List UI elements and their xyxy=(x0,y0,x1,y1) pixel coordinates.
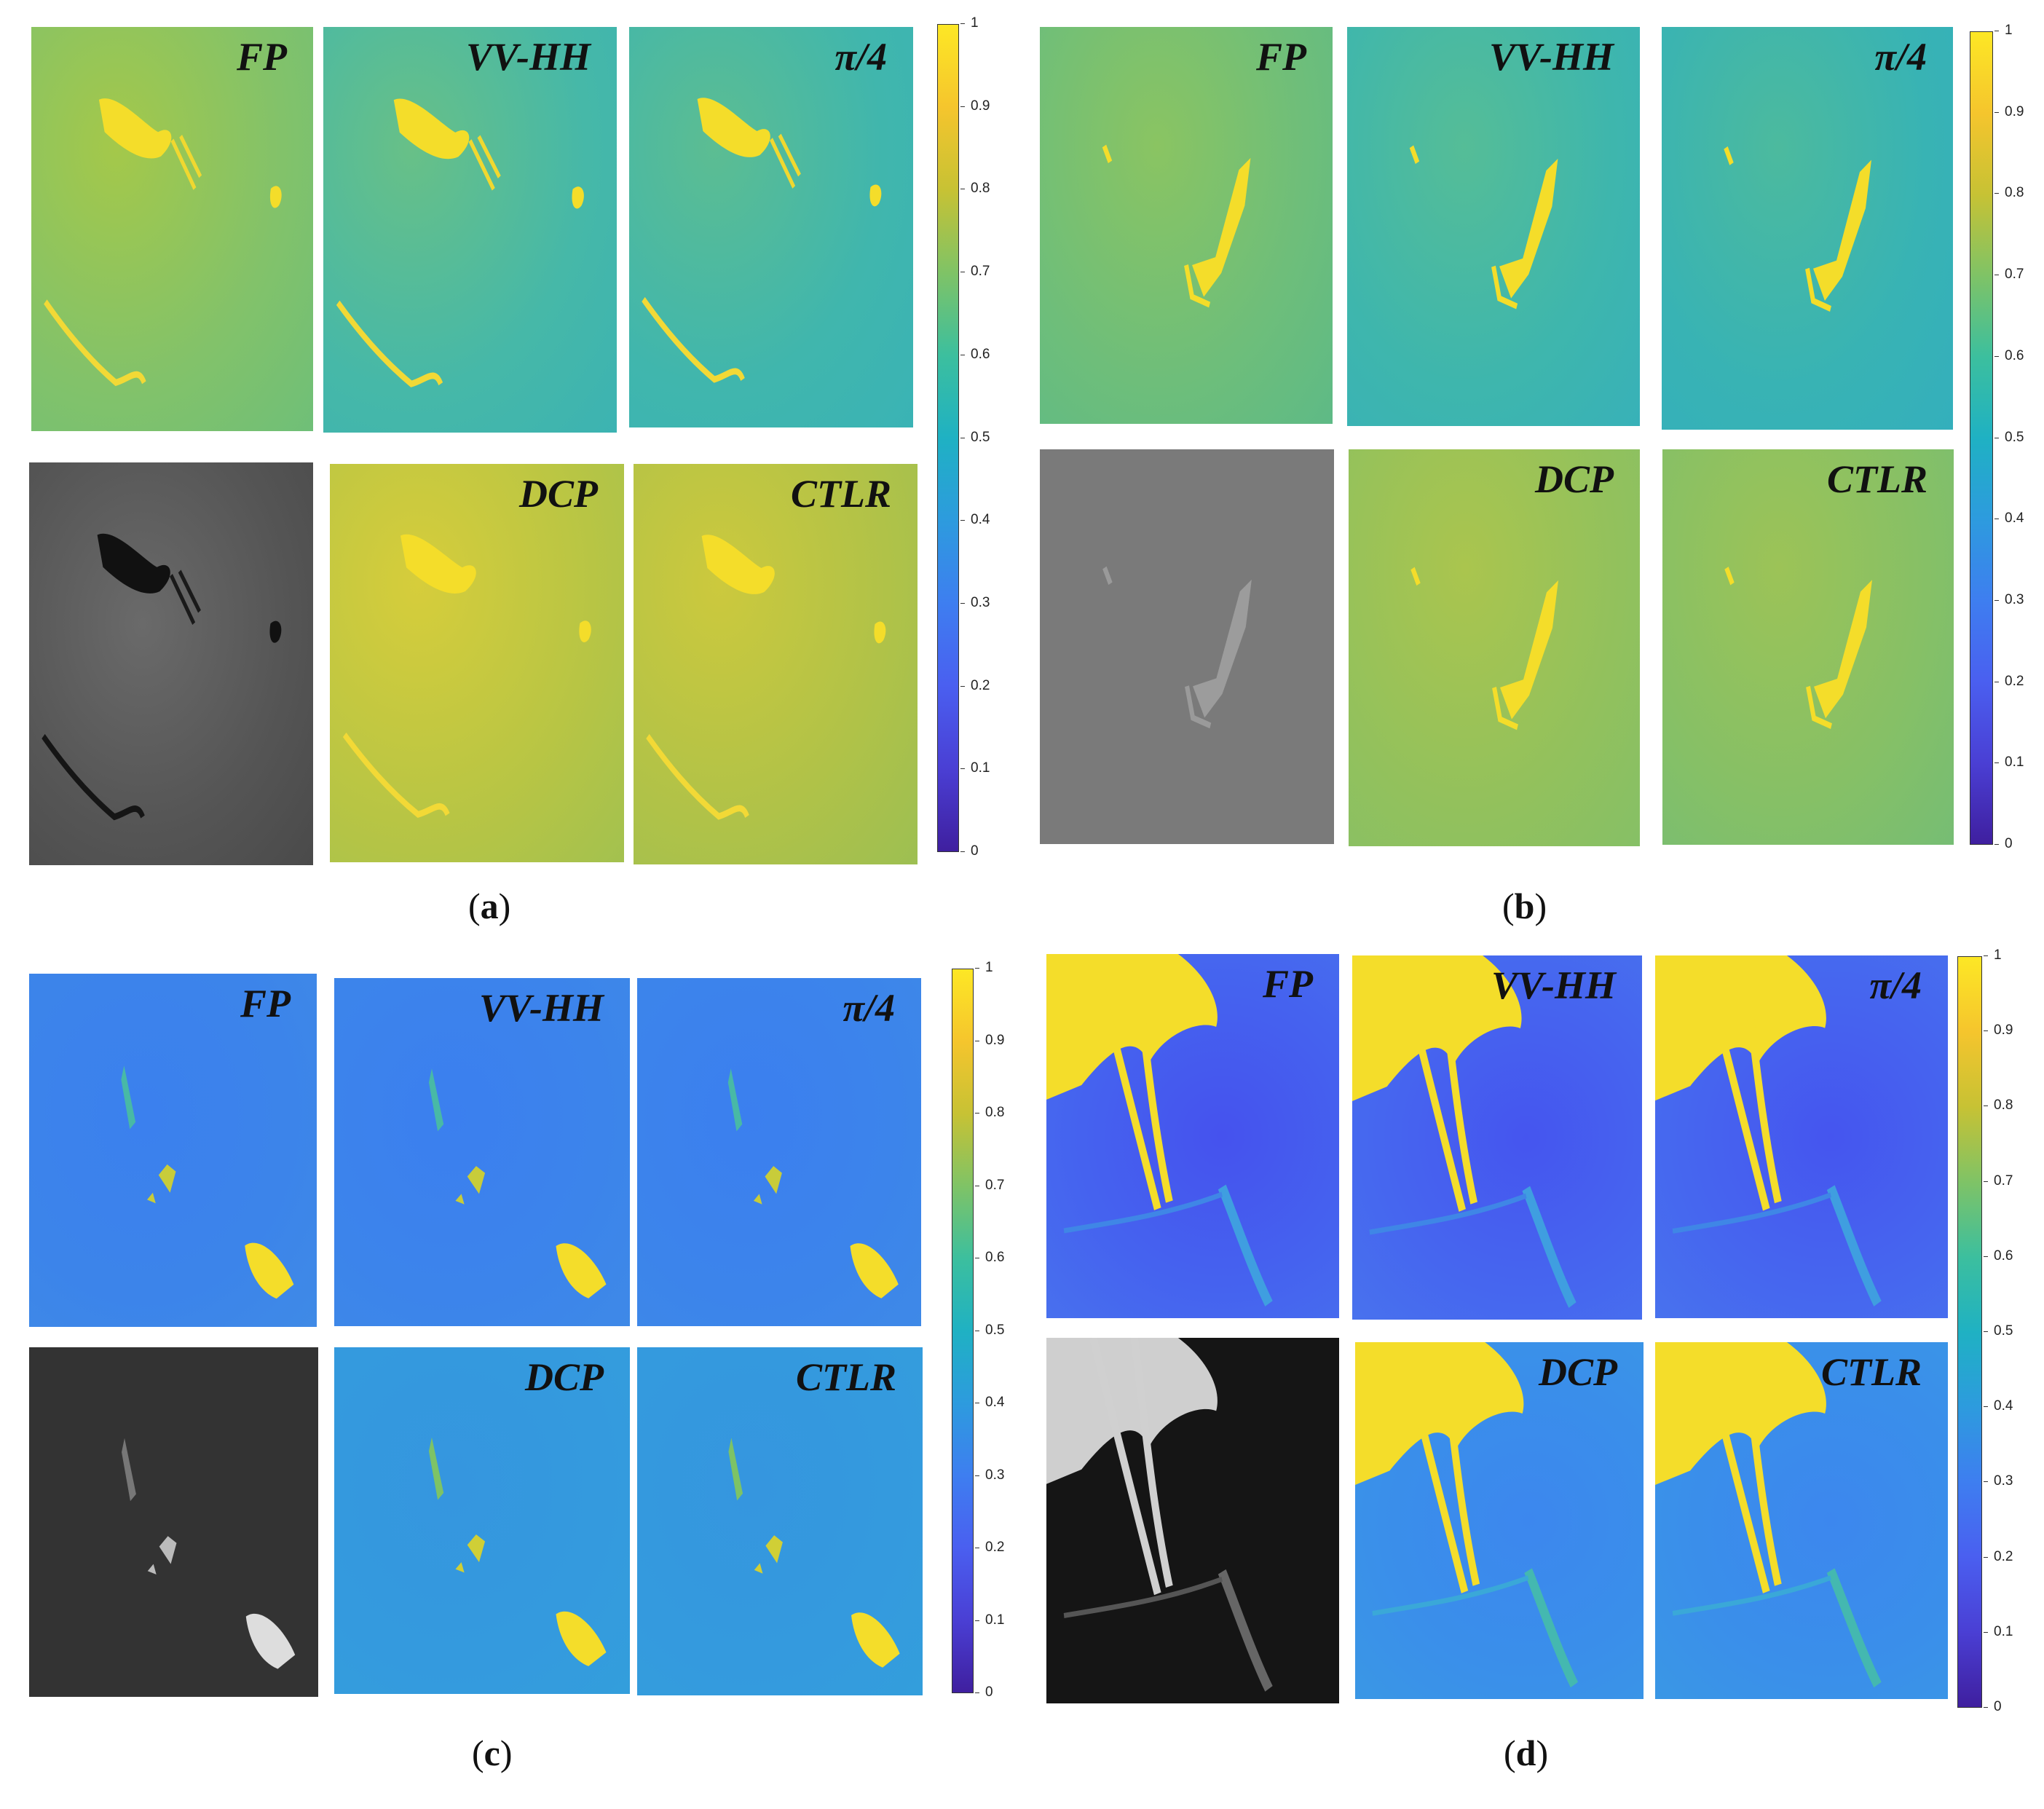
panel-c-vvhh: VV-HH xyxy=(334,978,630,1326)
colorbar-tick-label: 0.7 xyxy=(974,1177,1005,1193)
caption-d: (d) xyxy=(1504,1733,1549,1773)
colorbar-tick-label: 0.1 xyxy=(1994,754,2024,770)
caption-c: (c) xyxy=(472,1733,513,1773)
panel-a-pi4: π/4 xyxy=(629,27,913,427)
panel-a-fp: FP xyxy=(31,27,313,431)
colorbar-tick-label: 0.3 xyxy=(1983,1473,2013,1489)
panel-d-ctlr: CTLR xyxy=(1655,1342,1948,1699)
caption-a: (a) xyxy=(468,886,511,926)
panel-c-ctlr: CTLR xyxy=(637,1347,923,1695)
colorbar-tick-label: 0.1 xyxy=(1983,1623,2013,1639)
colorbar-tick-label: 0 xyxy=(1994,836,2013,851)
panel-c-dcp: DCP xyxy=(334,1347,630,1694)
colorbar-tick-label: 0.9 xyxy=(1994,103,2024,119)
colorbar-tick-label: 0.2 xyxy=(1983,1548,2013,1564)
panel-a-ctlr: CTLR xyxy=(634,464,918,864)
panel-c-sar xyxy=(29,1347,318,1697)
colorbar-tick-label: 0 xyxy=(975,1684,993,1700)
colorbar-tick-label: 0 xyxy=(1984,1699,2002,1714)
panel-c-pi4: π/4 xyxy=(637,978,921,1326)
colorbar-tick-label: 0.2 xyxy=(974,1540,1005,1555)
panel-b-ctlr: CTLR xyxy=(1662,449,1954,845)
colorbar-tick-label: 0.1 xyxy=(960,760,990,776)
colorbar-tick-label: 0.7 xyxy=(1983,1172,2013,1189)
colorbar-tick-label: 0.7 xyxy=(1994,267,2024,283)
panel-label: CTLR xyxy=(795,1355,896,1399)
panel-a-sar xyxy=(29,462,313,865)
panel-label: CTLR xyxy=(1826,457,1927,501)
panel-label: VV-HH xyxy=(1488,35,1614,79)
panel-label: DCP xyxy=(519,472,598,516)
colorbar-tick-label: 0.6 xyxy=(1994,347,2024,363)
colorbar-tick-label: 0.5 xyxy=(1983,1323,2013,1339)
colorbar-a xyxy=(937,24,959,852)
panel-d-sar xyxy=(1046,1338,1339,1703)
panel-label: FP xyxy=(1255,35,1306,79)
colorbar-tick-label: 0.5 xyxy=(960,429,990,445)
panel-label: DCP xyxy=(1539,1350,1617,1394)
panel-d-fp: FP xyxy=(1046,954,1339,1318)
panel-label: DCP xyxy=(1535,457,1614,501)
colorbar-tick-label: 0.8 xyxy=(974,1105,1005,1120)
colorbar-tick-label: 0.8 xyxy=(1994,185,2024,201)
panel-b-dcp: DCP xyxy=(1349,449,1640,846)
panel-label: π/4 xyxy=(843,986,895,1030)
panel-b-sar xyxy=(1040,449,1334,844)
panel-b-pi4: π/4 xyxy=(1662,27,1953,430)
panel-label: VV-HH xyxy=(1491,963,1616,1007)
colorbar-d xyxy=(1957,956,1982,1708)
panel-d-vvhh: VV-HH xyxy=(1352,955,1642,1320)
colorbar-tick-label: 0.8 xyxy=(1983,1097,2013,1114)
colorbar-tick-label: 1 xyxy=(975,960,993,975)
colorbar-tick-label: 0.6 xyxy=(974,1250,1005,1265)
colorbar-tick-label: 0.8 xyxy=(960,181,990,197)
panel-b-vvhh: VV-HH xyxy=(1347,27,1640,426)
colorbar-tick-label: 0.7 xyxy=(960,264,990,280)
colorbar-tick-label: 0.9 xyxy=(1983,1022,2013,1038)
colorbar-tick-label: 0.3 xyxy=(960,594,990,610)
colorbar-tick-label: 0.4 xyxy=(1983,1398,2013,1414)
panel-label: FP xyxy=(1262,962,1313,1006)
panel-label: VV-HH xyxy=(465,35,591,79)
panel-label: FP xyxy=(236,35,287,79)
panel-d-dcp: DCP xyxy=(1355,1342,1644,1699)
colorbar-tick-label: 0 xyxy=(960,843,979,859)
colorbar-tick-label: 0.9 xyxy=(974,1032,1005,1048)
colorbar-tick-label: 0.4 xyxy=(960,512,990,528)
panel-label: FP xyxy=(240,982,291,1025)
panel-label: π/4 xyxy=(1874,35,1927,79)
colorbar-tick-label: 0.2 xyxy=(1994,673,2024,689)
colorbar-tick-label: 0.9 xyxy=(960,98,990,114)
colorbar-tick-label: 0.3 xyxy=(1994,591,2024,607)
panel-a-dcp: DCP xyxy=(330,464,624,862)
panel-b-fp: FP xyxy=(1040,27,1333,424)
colorbar-tick-label: 1 xyxy=(1984,947,2002,963)
panel-label: DCP xyxy=(525,1355,604,1399)
colorbar-tick-label: 0.2 xyxy=(960,677,990,693)
panel-label: VV-HH xyxy=(478,986,604,1030)
panel-label: π/4 xyxy=(834,35,887,79)
colorbar-tick-label: 0.3 xyxy=(974,1467,1005,1483)
colorbar-tick-label: 0.1 xyxy=(974,1612,1005,1628)
colorbar-tick-label: 0.4 xyxy=(974,1395,1005,1410)
colorbar-tick-label: 0.6 xyxy=(1983,1248,2013,1264)
panel-label: CTLR xyxy=(790,472,891,516)
colorbar-tick-label: 1 xyxy=(960,15,979,31)
colorbar-tick-label: 0.5 xyxy=(974,1322,1005,1338)
panel-label: CTLR xyxy=(1820,1350,1922,1394)
colorbar-tick-label: 0.4 xyxy=(1994,511,2024,527)
colorbar-b xyxy=(1970,31,1993,845)
caption-b: (b) xyxy=(1502,886,1547,926)
panel-c-fp: FP xyxy=(29,974,317,1327)
panel-a-vvhh: VV-HH xyxy=(323,27,617,433)
panel-d-pi4: π/4 xyxy=(1655,955,1948,1318)
panel-label: π/4 xyxy=(1869,963,1922,1007)
colorbar-tick-label: 0.6 xyxy=(960,346,990,362)
colorbar-tick-label: 0.5 xyxy=(1994,429,2024,445)
colorbar-tick-label: 1 xyxy=(1994,23,2013,38)
colorbar-c xyxy=(952,969,974,1693)
